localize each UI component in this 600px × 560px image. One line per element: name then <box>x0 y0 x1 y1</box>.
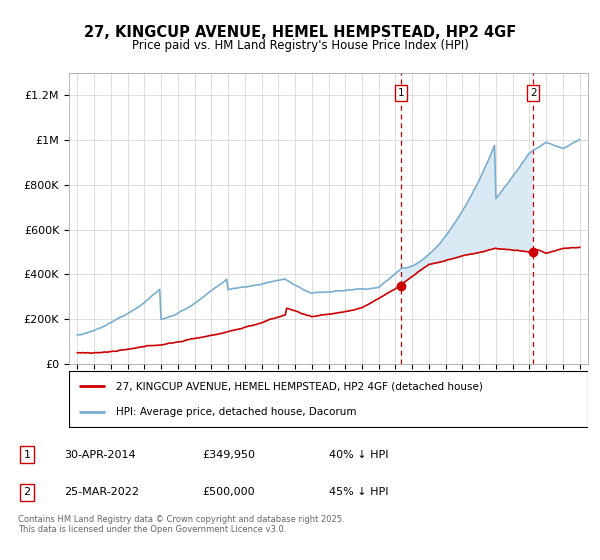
Text: 30-APR-2014: 30-APR-2014 <box>64 450 136 460</box>
FancyBboxPatch shape <box>69 371 588 427</box>
Text: 40% ↓ HPI: 40% ↓ HPI <box>329 450 388 460</box>
Text: 25-MAR-2022: 25-MAR-2022 <box>64 487 139 497</box>
Text: 27, KINGCUP AVENUE, HEMEL HEMPSTEAD, HP2 4GF: 27, KINGCUP AVENUE, HEMEL HEMPSTEAD, HP2… <box>84 25 516 40</box>
Text: £349,950: £349,950 <box>202 450 255 460</box>
Text: Price paid vs. HM Land Registry's House Price Index (HPI): Price paid vs. HM Land Registry's House … <box>131 39 469 52</box>
Text: HPI: Average price, detached house, Dacorum: HPI: Average price, detached house, Daco… <box>116 407 356 417</box>
Text: 2: 2 <box>23 487 31 497</box>
Text: Contains HM Land Registry data © Crown copyright and database right 2025.
This d: Contains HM Land Registry data © Crown c… <box>18 515 344 534</box>
Text: 2: 2 <box>530 88 536 98</box>
Text: 1: 1 <box>398 88 404 98</box>
Text: 27, KINGCUP AVENUE, HEMEL HEMPSTEAD, HP2 4GF (detached house): 27, KINGCUP AVENUE, HEMEL HEMPSTEAD, HP2… <box>116 381 482 391</box>
Text: 1: 1 <box>23 450 31 460</box>
Text: 45% ↓ HPI: 45% ↓ HPI <box>329 487 388 497</box>
Text: £500,000: £500,000 <box>202 487 255 497</box>
